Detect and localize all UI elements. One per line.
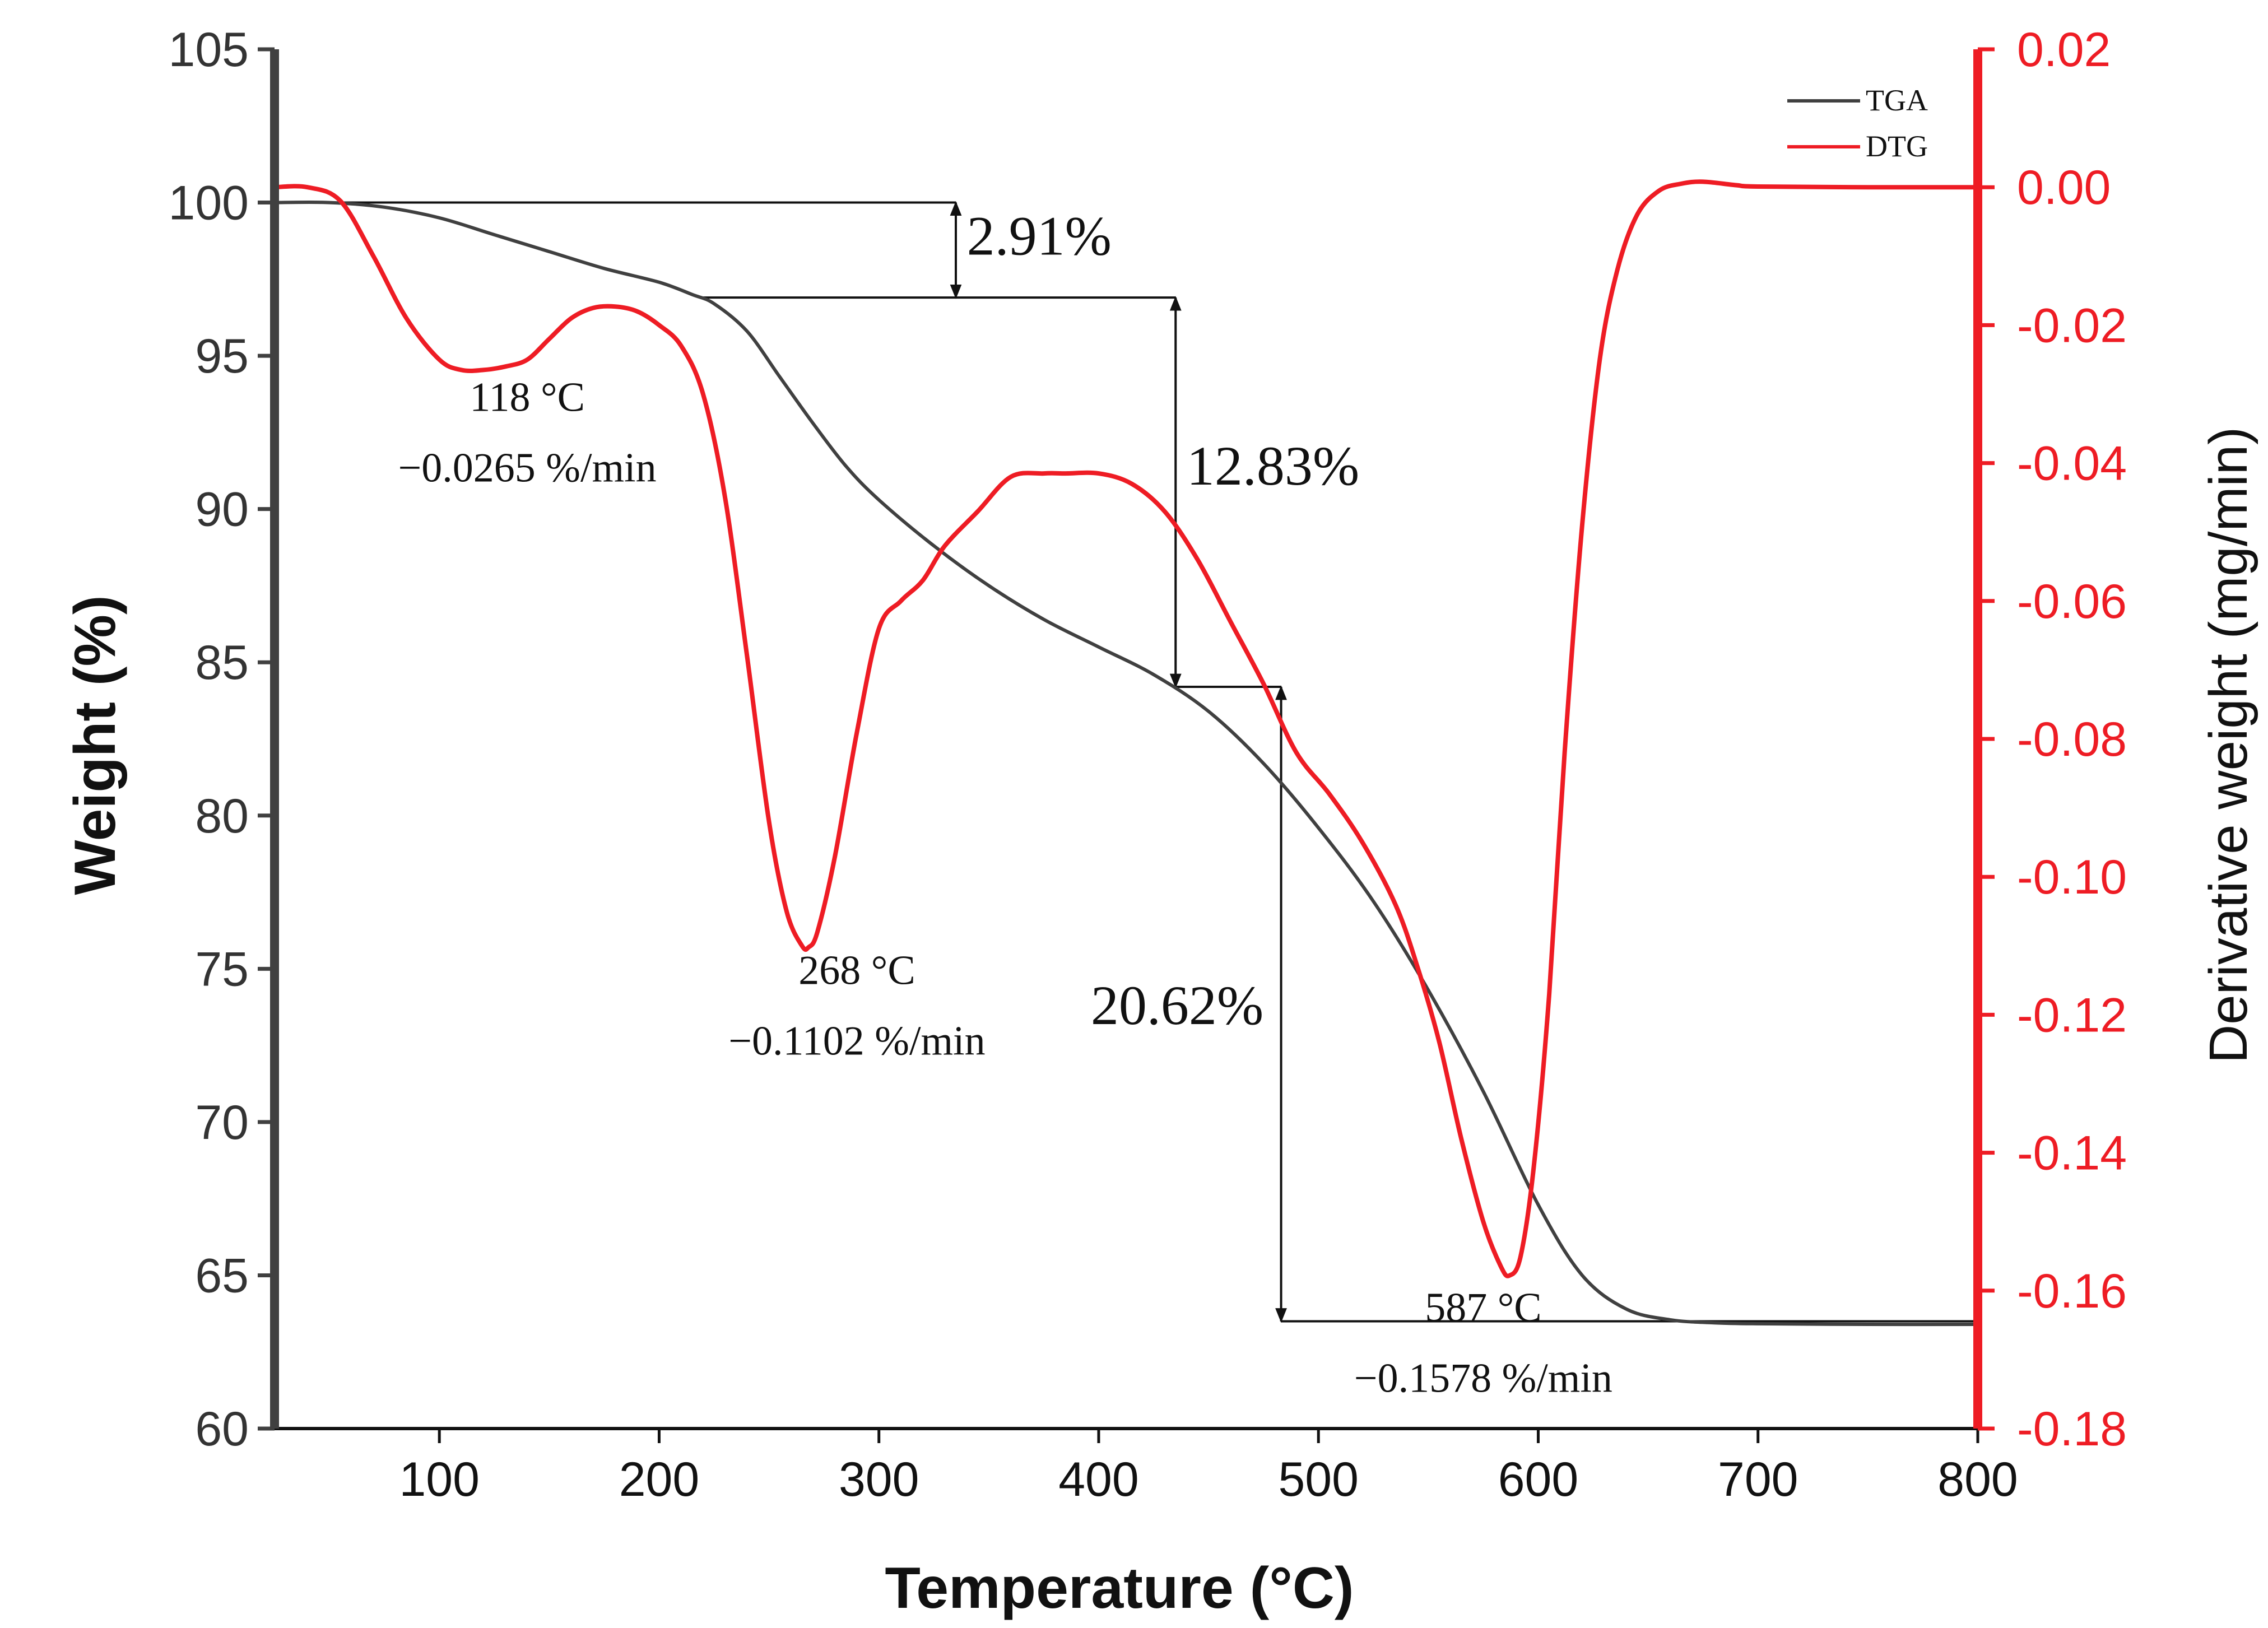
y-right-tick-label-4: -0.10 <box>2017 850 2127 904</box>
x-tick-label-500: 500 <box>1278 1453 1359 1506</box>
x-tick-label-700: 700 <box>1718 1453 1798 1506</box>
series-tga-line <box>274 200 1978 1327</box>
legend: TGA DTG <box>1787 83 1928 163</box>
y-left-tick-label-95: 95 <box>195 329 249 383</box>
x-tick-label-100: 100 <box>399 1453 480 1506</box>
x-axis-title: Temperature (°C) <box>885 1556 1354 1621</box>
y-right-tick-label-5: -0.08 <box>2017 713 2127 766</box>
peak-annotation-temp-3: 587 °C <box>1425 1285 1541 1331</box>
peak-annotation-rate-2: −0.1102 %/min <box>728 1018 985 1064</box>
peak-annotation-rate-3: −0.1578 %/min <box>1354 1355 1612 1401</box>
y-right-tick-label-6: -0.06 <box>2017 575 2127 629</box>
x-tick-label-600: 600 <box>1498 1453 1579 1506</box>
series-dtg-line <box>274 179 1978 1278</box>
weight-loss-label-2: 12.83% <box>1187 435 1359 497</box>
weight-loss-label-1: 2.91% <box>967 205 1112 267</box>
y-right-tick-label-8: -0.02 <box>2017 299 2127 352</box>
y-left-tick-label-60: 60 <box>195 1402 249 1456</box>
y-right-tick-label-9: 0.00 <box>2017 161 2111 215</box>
y-right-tick-label-3: -0.12 <box>2017 988 2127 1042</box>
y-left-tick-label-75: 75 <box>195 942 249 996</box>
y-right-tick-label-1: -0.16 <box>2017 1264 2127 1318</box>
x-tick-label-300: 300 <box>839 1453 919 1506</box>
y-right-tick-label-10: 0.02 <box>2017 23 2111 77</box>
x-tick-label-800: 800 <box>1937 1453 2018 1506</box>
weight-loss-label-3: 20.62% <box>1091 974 1263 1036</box>
y-left-tick-label-100: 100 <box>169 176 249 230</box>
y-right-tick-label-2: -0.14 <box>2017 1127 2127 1180</box>
y-left-tick-label-65: 65 <box>195 1249 249 1303</box>
y-left-tick-label-70: 70 <box>195 1096 249 1150</box>
legend-dtg-label: DTG <box>1866 129 1928 163</box>
x-tick-label-200: 200 <box>619 1453 700 1506</box>
peak-annotation-temp-2: 268 °C <box>798 948 915 994</box>
legend-tga-label: TGA <box>1866 83 1928 117</box>
peak-annotation-rate-1: −0.0265 %/min <box>398 445 657 491</box>
y-left-tick-label-105: 105 <box>169 23 249 77</box>
y-right-tick-label-0: -0.18 <box>2017 1402 2127 1456</box>
y-left-tick-label-80: 80 <box>195 789 249 843</box>
y-left-tick-label-85: 85 <box>195 636 249 690</box>
x-tick-label-400: 400 <box>1058 1453 1139 1506</box>
peak-annotation-temp-1: 118 °C <box>470 375 585 421</box>
y-right-tick-label-7: -0.04 <box>2017 437 2127 491</box>
y-axis-right-title: Derivative weight (mg/min) <box>2199 427 2258 1063</box>
y-axis-left-title: Weight (%) <box>63 595 128 895</box>
y-left-tick-label-90: 90 <box>195 483 249 537</box>
